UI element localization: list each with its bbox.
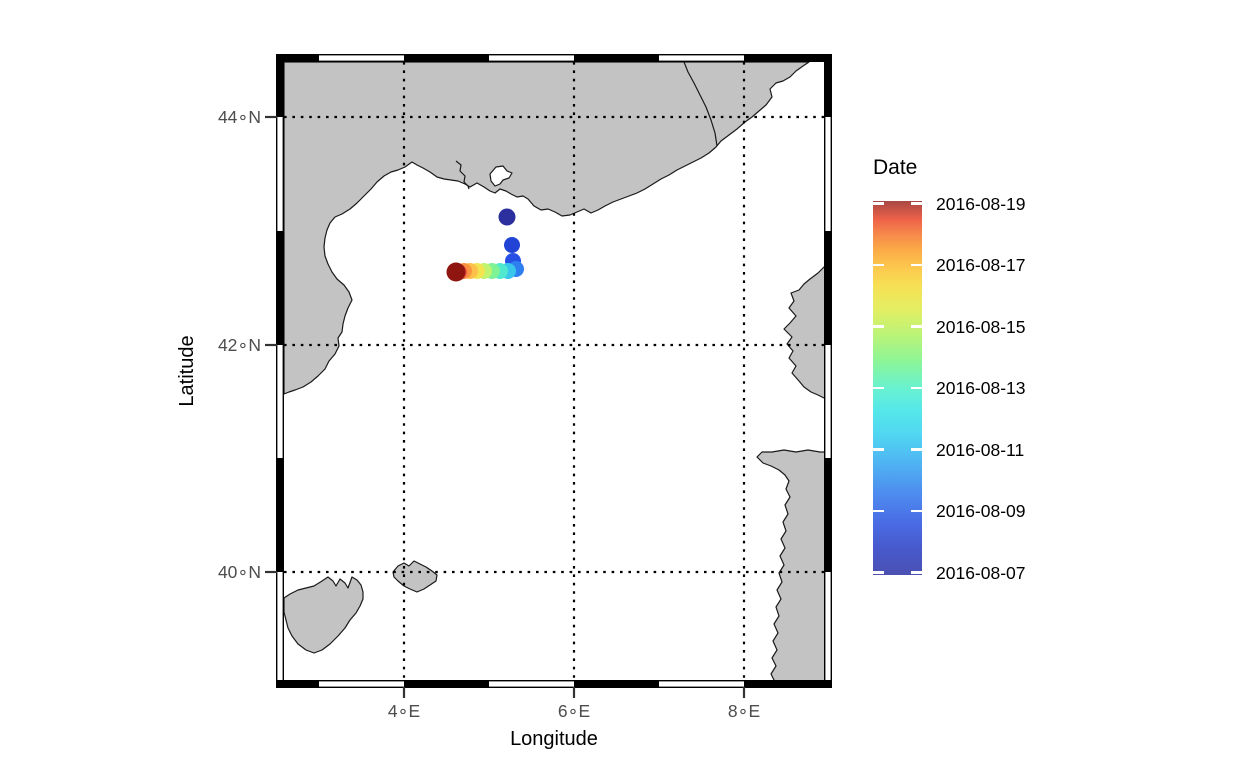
var-river (683, 62, 718, 147)
colorbar-tick (911, 325, 922, 328)
y-tick-42n: 42∘N (218, 335, 261, 355)
coastline-mainland (284, 62, 810, 395)
y-tick-40n: 40∘N (218, 562, 261, 582)
colorbar-tick (911, 571, 922, 574)
track-point-2016-08-08 (504, 237, 520, 253)
legend-tick-label: 2016-08-07 (936, 562, 1026, 583)
legend-tick-label: 2016-08-15 (936, 316, 1026, 337)
legend-colorbar (873, 201, 922, 575)
colorbar-tick (911, 448, 922, 451)
colorbar-tick (911, 509, 922, 513)
legend-tick-label: 2016-08-13 (936, 378, 1026, 398)
track-points (446, 208, 524, 282)
etang-de-berre (489, 165, 513, 187)
x-tick-4e: 4∘E (388, 701, 420, 721)
colorbar-tick (873, 202, 884, 205)
legend-tick-label: 2016-08-11 (936, 439, 1025, 460)
legend-tick-label: 2016-08-19 (936, 193, 1026, 214)
legend-tick-label: 2016-08-17 (936, 255, 1026, 275)
x-tick-8e: 8∘E (728, 701, 760, 721)
y-tick-44n: 44∘N (218, 107, 261, 127)
coastline-sardinia (756, 449, 824, 680)
map-frame-white-segments (277, 55, 831, 687)
colorbar-tick (873, 509, 884, 513)
legend-title: Date (873, 156, 918, 179)
x-tick-6e: 6∘E (558, 701, 590, 721)
legend-tick-label: 2016-08-09 (936, 501, 1026, 521)
colorbar-tick (873, 386, 884, 390)
axis-ticks (265, 115, 746, 698)
colorbar-tick (873, 448, 884, 451)
track-point-2016-08-07 (498, 208, 516, 226)
colorbar-tick (873, 325, 884, 328)
rhone-river (455, 160, 470, 190)
track-point-2016-08-19 (446, 262, 466, 282)
colorbar-tick (911, 386, 922, 390)
island-mallorca (284, 576, 364, 654)
colorbar-tick (873, 263, 884, 267)
coastline-corsica (783, 266, 824, 399)
y-axis-title: Latitude (176, 335, 198, 406)
colorbar-tick (911, 263, 922, 267)
graticule-gridlines (284, 62, 824, 680)
colorbar-tick (873, 571, 884, 574)
x-axis-title: Longitude (510, 728, 598, 750)
colorbar-tick (911, 202, 922, 205)
